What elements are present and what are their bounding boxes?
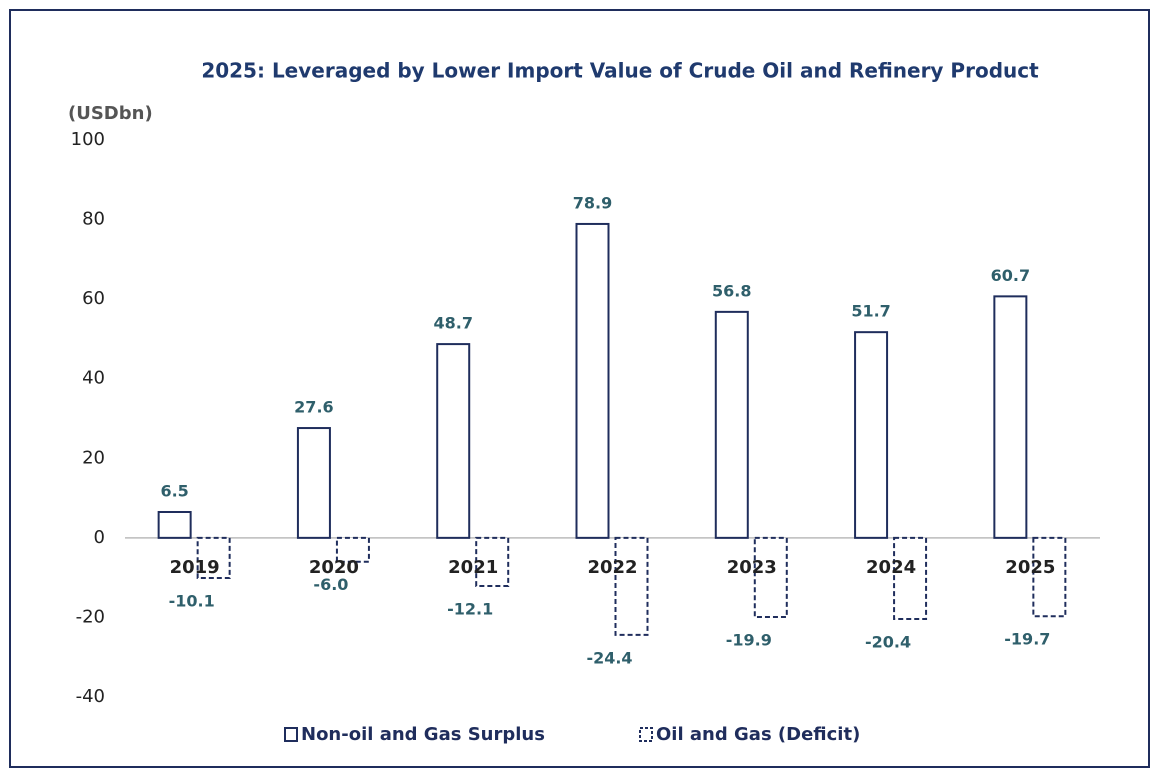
- y-tick-label: 40: [82, 368, 105, 389]
- bar: [893, 536, 928, 621]
- bar: [714, 310, 749, 539]
- data-label: -19.7: [1004, 630, 1050, 649]
- data-label: -19.9: [726, 631, 772, 650]
- x-tick-label: 2025: [1005, 557, 1055, 578]
- data-label: 56.8: [712, 281, 751, 300]
- bar: [993, 295, 1028, 539]
- y-axis-label: (USDbn): [68, 103, 153, 124]
- bar: [296, 427, 331, 539]
- y-tick-label: 80: [82, 209, 105, 230]
- bar: [436, 343, 471, 539]
- legend-label: Oil and Gas (Deficit): [656, 724, 860, 745]
- data-label: 51.7: [851, 302, 890, 321]
- data-label: -20.4: [865, 633, 911, 652]
- bar: [614, 536, 649, 636]
- x-tick-label: 2021: [448, 557, 498, 578]
- data-label: -24.4: [586, 648, 632, 667]
- bar: [1032, 536, 1067, 618]
- bar: [475, 536, 510, 587]
- legend-swatch: [639, 727, 653, 742]
- x-tick-label: 2020: [309, 557, 359, 578]
- data-label: -6.0: [313, 575, 348, 594]
- y-tick-label: -20: [76, 606, 105, 627]
- x-tick-label: 2024: [866, 557, 916, 578]
- bar: [157, 510, 192, 539]
- x-tick-label: 2022: [587, 557, 637, 578]
- data-label: 6.5: [160, 481, 188, 500]
- legend-swatch: [284, 727, 298, 742]
- bar: [753, 536, 788, 619]
- y-tick-label: 0: [94, 527, 105, 548]
- data-label: -12.1: [447, 599, 493, 618]
- chart-title: 2025: Leveraged by Lower Import Value of…: [201, 59, 1039, 83]
- y-tick-label: 60: [82, 288, 105, 309]
- data-label: 48.7: [433, 314, 472, 333]
- x-tick-label: 2019: [170, 557, 220, 578]
- legend-label: Non-oil and Gas Surplus: [301, 724, 545, 745]
- y-tick-label: 20: [82, 447, 105, 468]
- data-label: 27.6: [294, 398, 333, 417]
- bar: [196, 536, 231, 580]
- x-tick-label: 2023: [727, 557, 777, 578]
- data-label: 60.7: [991, 266, 1030, 285]
- data-label: 78.9: [573, 193, 612, 212]
- bar: [335, 536, 370, 563]
- y-tick-label: 100: [71, 129, 105, 150]
- y-tick-label: -40: [76, 686, 105, 707]
- bar: [575, 222, 610, 539]
- data-label: -10.1: [169, 592, 215, 611]
- bar: [854, 331, 889, 539]
